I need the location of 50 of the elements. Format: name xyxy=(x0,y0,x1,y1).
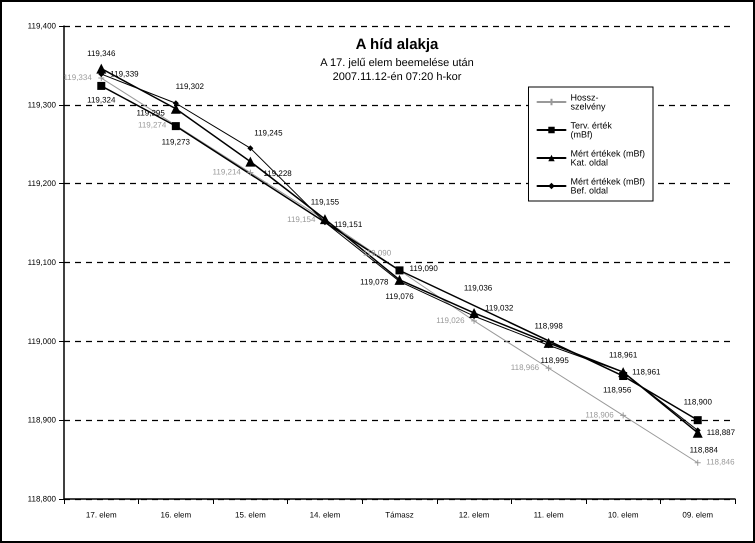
y-tick-label: 119,300 xyxy=(28,100,57,110)
y-tick-label: 119,000 xyxy=(28,336,57,346)
data-label: 119,151 xyxy=(334,220,363,229)
y-tick-label: 119,400 xyxy=(28,22,57,30)
x-tick-label: 10. elem xyxy=(608,510,639,520)
data-label: 119,346 xyxy=(87,49,116,58)
data-label: 119,339 xyxy=(110,70,140,79)
data-label: 118,998 xyxy=(534,321,564,330)
x-tick-label: 09. elem xyxy=(682,510,714,520)
data-label: 119,245 xyxy=(254,128,284,138)
data-label: 119,273 xyxy=(162,138,191,147)
x-tick-label: 12. elem xyxy=(458,510,490,520)
y-tick-label: 119,200 xyxy=(28,179,57,188)
data-label: 118,906 xyxy=(585,410,614,420)
data-label: 118,887 xyxy=(706,428,736,437)
legend-label: Terv. érték (mBf) xyxy=(570,120,612,140)
data-label: 118,961 xyxy=(632,368,662,377)
y-tick-label: 119,100 xyxy=(28,258,57,267)
text: A 17. jelű elem beemelése után 2007.11.12-én 07:20 h-kor xyxy=(320,57,474,83)
x-tick-label: 17. elem xyxy=(86,510,117,520)
data-label: 119,090 xyxy=(410,264,438,273)
data-label: 118,900 xyxy=(684,398,712,407)
legend-label: Mért értékek (mBf) Bef. oldal xyxy=(570,176,646,196)
x-tick-label: Támasz xyxy=(385,510,414,520)
data-label: 119,214 xyxy=(212,168,242,177)
x-tick-label: 15. elem xyxy=(235,510,266,520)
legend-label: Mért értékek (mBf) Kat. oldal xyxy=(570,148,646,168)
data-label: 119,324 xyxy=(87,95,116,104)
x-tick-label: 16. elem xyxy=(160,510,192,520)
data-label: 118,846 xyxy=(706,458,736,467)
data-label: 119,154 xyxy=(287,214,316,224)
data-label: 119,026 xyxy=(436,316,466,325)
text: A híd alakja xyxy=(356,36,440,53)
data-label: 118,956 xyxy=(603,386,632,395)
data-label: 119,036 xyxy=(464,283,493,292)
legend-label: Hossz- szelvény xyxy=(570,92,606,112)
data-label: 119,274 xyxy=(138,120,167,130)
data-label: 118,884 xyxy=(690,445,718,454)
y-tick-label: 118,800 xyxy=(28,494,57,504)
data-label: 119,155 xyxy=(310,198,340,207)
data-label: 119,076 xyxy=(385,292,414,301)
x-tick-label: 11. elem xyxy=(534,510,564,520)
data-label: 118,961 xyxy=(609,350,638,360)
data-label: 118,966 xyxy=(510,363,540,372)
data-label: 119,302 xyxy=(176,82,205,91)
y-tick-label: 118,900 xyxy=(28,416,57,425)
data-label: 119,032 xyxy=(485,304,514,313)
x-tick-label: 14. elem xyxy=(310,510,341,520)
data-label: 118,995 xyxy=(540,356,570,365)
data-label: 119,078 xyxy=(360,277,390,286)
